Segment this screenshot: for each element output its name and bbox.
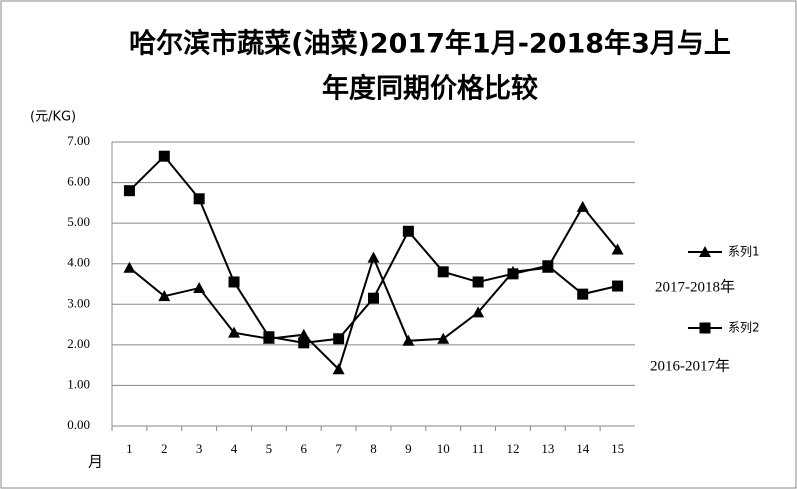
- y-tick-label: 5.00: [67, 214, 90, 229]
- chart-title: 哈尔滨市蔬菜(油菜)2017年1月-2018年3月与上: [129, 28, 731, 60]
- x-tick-label: 4: [231, 441, 238, 456]
- marker: [228, 326, 241, 338]
- marker: [699, 246, 711, 257]
- marker: [263, 331, 275, 343]
- x-tick-label: 14: [576, 441, 590, 456]
- marker: [437, 266, 449, 278]
- marker: [542, 260, 554, 272]
- x-tick-label: 8: [370, 441, 377, 456]
- y-tick-label: 7.00: [67, 133, 90, 148]
- x-tick-label: 13: [541, 441, 554, 456]
- marker: [297, 328, 310, 340]
- legend-label: 系列2: [728, 321, 760, 335]
- x-tick-label: 12: [506, 441, 519, 456]
- x-tick-label: 9: [405, 441, 412, 456]
- x-tick-label: 5: [266, 441, 273, 456]
- marker: [472, 306, 485, 318]
- marker: [298, 337, 310, 349]
- marker: [699, 322, 711, 334]
- marker: [333, 333, 345, 345]
- marker: [402, 334, 415, 346]
- x-tick-label: 10: [437, 441, 450, 456]
- annotation: 2016-2017年: [650, 357, 730, 374]
- marker: [123, 261, 136, 273]
- x-tick-label: 15: [611, 441, 624, 456]
- marker: [611, 243, 624, 255]
- x-tick-label: 7: [335, 441, 342, 456]
- legend-label: 系列1: [728, 245, 760, 259]
- marker: [368, 292, 379, 304]
- x-tick-label: 6: [301, 441, 308, 456]
- marker: [158, 290, 171, 302]
- marker: [402, 225, 414, 237]
- annotation: 2017-2018年: [655, 278, 735, 295]
- marker: [472, 276, 484, 288]
- y-tick-label: 2.00: [67, 336, 90, 351]
- y-tick-label: 6.00: [67, 174, 90, 189]
- marker: [367, 251, 380, 263]
- marker: [332, 363, 345, 375]
- marker: [577, 288, 589, 300]
- y-tick-label: 4.00: [67, 255, 90, 270]
- marker: [193, 282, 206, 294]
- x-axis-label: 月: [88, 453, 103, 471]
- y-axis-label: (元/KG): [30, 110, 76, 125]
- marker: [437, 332, 450, 344]
- y-tick-label: 3.00: [67, 295, 90, 310]
- x-tick-label: 1: [126, 441, 133, 456]
- marker: [158, 150, 170, 162]
- marker: [612, 280, 624, 292]
- x-tick-label: 3: [196, 441, 203, 456]
- marker: [228, 276, 240, 288]
- x-tick-label: 11: [472, 441, 485, 456]
- marker: [193, 193, 205, 205]
- chart-title: 年度同期价格比较: [322, 73, 538, 105]
- marker: [507, 268, 519, 280]
- marker: [576, 200, 589, 212]
- y-tick-label: 1.00: [67, 376, 90, 391]
- y-tick-label: 0.00: [67, 417, 90, 432]
- x-tick-label: 2: [161, 441, 168, 456]
- marker: [123, 185, 135, 197]
